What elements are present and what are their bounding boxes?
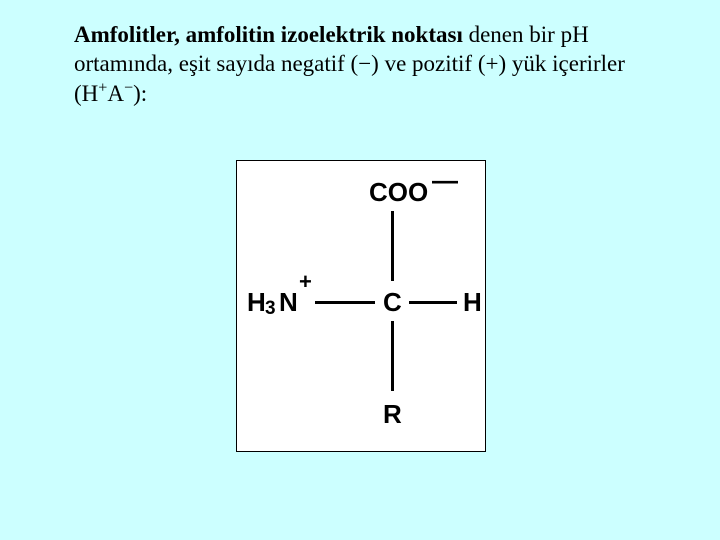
coo-charge: — bbox=[432, 165, 458, 196]
h3n-h: H bbox=[247, 287, 266, 318]
slide: Amfolitler, amfolitin izoelektrik noktas… bbox=[0, 0, 720, 540]
r-group: R bbox=[383, 399, 402, 430]
line3-sup2: − bbox=[124, 79, 133, 96]
bond-right bbox=[409, 301, 457, 304]
bond-left bbox=[315, 301, 375, 304]
h3n-charge: + bbox=[299, 269, 312, 295]
paragraph: Amfolitler, amfolitin izoelektrik noktas… bbox=[74, 20, 654, 108]
line3-sup1: + bbox=[98, 79, 107, 96]
h3n-n: N bbox=[279, 287, 298, 318]
coo-label: COO bbox=[369, 177, 428, 208]
bond-bottom bbox=[391, 321, 394, 391]
central-c: C bbox=[383, 287, 402, 318]
line1-tail: denen bir bbox=[463, 22, 555, 47]
line3-b: A bbox=[107, 81, 124, 106]
line3-c: ): bbox=[133, 81, 147, 106]
h3n-sub: 3 bbox=[265, 298, 276, 320]
bold-lead: Amfolitler, amfolitin izoelektrik noktas… bbox=[74, 22, 463, 47]
bond-top bbox=[391, 211, 394, 281]
chemical-structure: COO — H 3 N + C H R bbox=[236, 160, 486, 452]
right-h: H bbox=[463, 287, 482, 318]
